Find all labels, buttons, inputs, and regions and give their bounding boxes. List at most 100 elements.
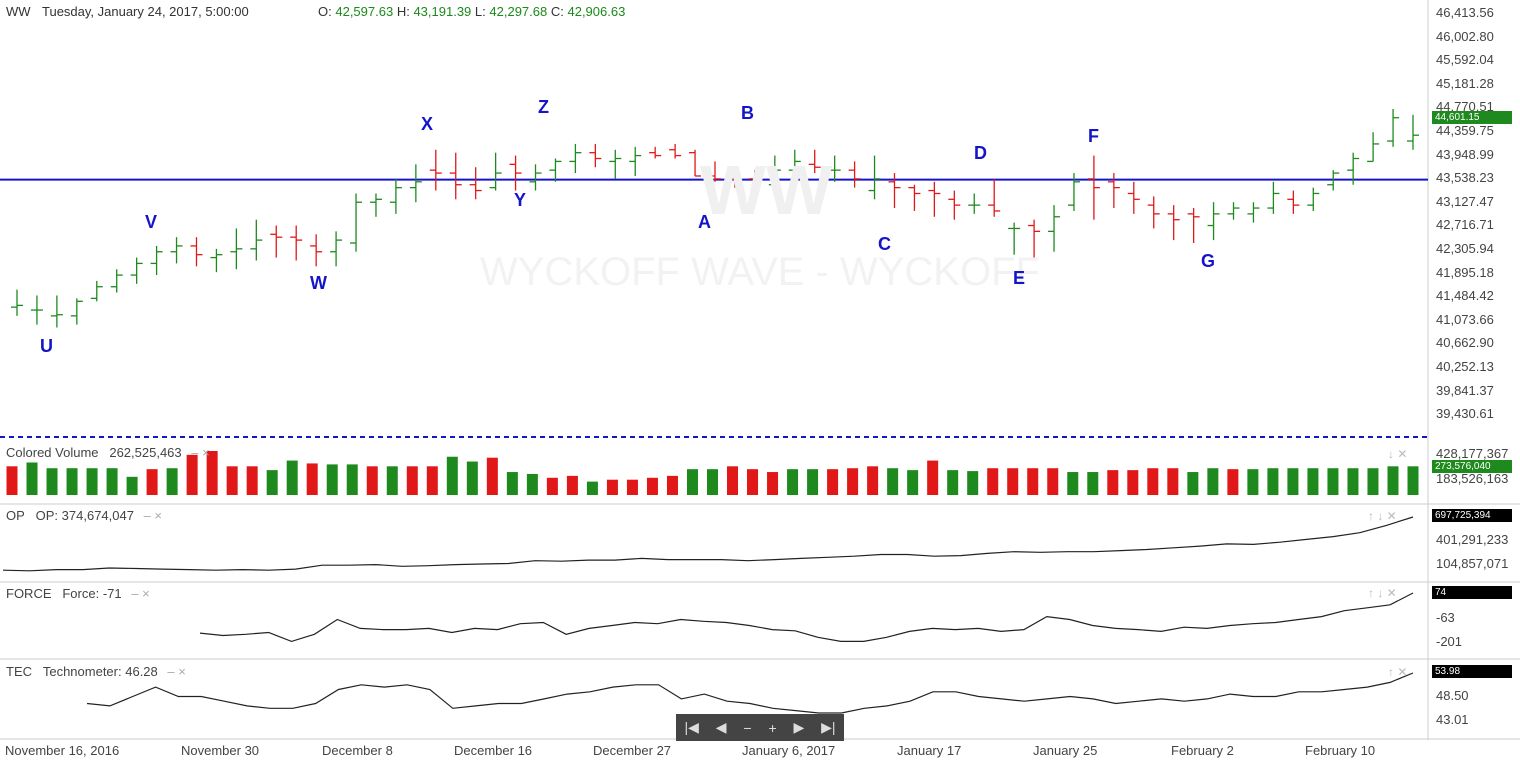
last-price-badge: 44,601.15	[1432, 111, 1512, 124]
volume-bar	[947, 470, 959, 495]
wave-label-u: U	[40, 336, 53, 356]
tec-axis-bottom: 43.01	[1436, 712, 1469, 727]
volume-bar	[987, 468, 999, 495]
watermark-name: WYCKOFF WAVE - WYCKOFF	[480, 250, 1040, 294]
price-axis-label: 40,662.90	[1436, 335, 1494, 351]
volume-bar	[1087, 472, 1099, 495]
date-label: December 16	[454, 743, 533, 758]
volume-bar	[767, 472, 779, 495]
date-label: January 25	[1033, 743, 1098, 758]
price-axis-label: 43,127.47	[1436, 193, 1494, 209]
volume-bar	[1067, 472, 1079, 495]
price-axis-label: 43,948.99	[1436, 146, 1494, 162]
volume-bar	[506, 472, 518, 495]
volume-bar	[386, 466, 398, 495]
volume-bar	[1027, 468, 1039, 495]
prev-page-icon[interactable]: ◀	[715, 719, 727, 735]
volume-bar	[206, 451, 218, 495]
force-pane-icons[interactable]: ↑ ↓ ✕	[1368, 586, 1397, 600]
price-axis-label: 39,841.37	[1436, 382, 1494, 398]
volume-bar	[1227, 469, 1239, 495]
volume-close-icon[interactable]: – ×	[191, 445, 210, 460]
symbol-label: WW	[6, 4, 31, 19]
volume-bar	[346, 464, 358, 495]
volume-bar	[1207, 468, 1219, 495]
volume-bar	[867, 466, 879, 495]
volume-bar	[666, 475, 678, 495]
price-axis-label: 41,484.42	[1436, 288, 1494, 304]
tec-close-icon[interactable]: – ×	[167, 664, 186, 679]
volume-bar	[1267, 468, 1279, 495]
last-page-icon[interactable]: ▶|	[821, 719, 836, 735]
price-axis-label: 44,359.75	[1436, 123, 1494, 138]
volume-bar	[166, 468, 178, 495]
date-label: February 2	[1171, 743, 1234, 758]
volume-bar	[707, 469, 718, 495]
volume-bar	[1327, 468, 1339, 495]
high-value: 43,191.39	[413, 4, 472, 19]
price-axis-label: 41,895.18	[1436, 264, 1494, 280]
volume-pane-title: Colored Volume 262,525,463 – ×	[6, 445, 210, 460]
date-label: January 6, 2017	[742, 743, 836, 758]
volume-bar	[1147, 468, 1159, 495]
wave-label-a: A	[698, 212, 711, 232]
volume-bar	[446, 456, 458, 495]
force-close-icon[interactable]: – ×	[131, 586, 150, 601]
volume-bar	[1107, 470, 1119, 495]
wave-label-b: B	[741, 103, 754, 123]
volume-bar	[1367, 468, 1379, 495]
volume-bar	[266, 470, 278, 495]
date-label: November 16, 2016	[5, 743, 120, 758]
price-axis-label: 45,592.04	[1436, 52, 1494, 68]
volume-bar	[907, 470, 919, 495]
price-axis-label: 43,538.23	[1436, 170, 1494, 186]
volume-bar	[1407, 466, 1419, 495]
volume-bar	[927, 460, 939, 495]
volume-bar	[126, 476, 138, 495]
zoom-in-icon[interactable]: +	[768, 719, 777, 736]
open-value: 42,597.63	[335, 4, 394, 19]
first-page-icon[interactable]: |◀	[684, 719, 699, 735]
volume-bar	[686, 469, 698, 495]
volume-bar	[1307, 468, 1319, 495]
date-label: January 17	[897, 743, 962, 758]
volume-bar	[306, 463, 318, 495]
volume-bar	[646, 477, 658, 495]
volume-pane-icons[interactable]: ↓ ✕	[1388, 447, 1408, 461]
op-pane-icons[interactable]: ↑ ↓ ✕	[1368, 509, 1397, 523]
zoom-out-icon[interactable]: −	[743, 719, 752, 736]
volume-bar	[626, 479, 638, 495]
volume-bar	[406, 466, 418, 495]
price-axis-label: 40,252.13	[1436, 359, 1494, 374]
next-page-icon[interactable]: ▶	[793, 719, 805, 735]
volume-bar	[586, 481, 598, 495]
price-axis-label: 41,073.66	[1436, 311, 1494, 327]
date-label: February 10	[1305, 743, 1376, 758]
force-axis-bottom: -201	[1436, 634, 1463, 649]
op-axis-top: 401,291,233	[1436, 532, 1509, 547]
volume-bar	[827, 469, 839, 495]
op-line	[2, 516, 1414, 572]
close-value: 42,906.63	[567, 4, 626, 19]
chart-navigation-bar: |◀ ◀ − + ▶ ▶|	[676, 714, 844, 741]
volume-bar	[226, 466, 238, 495]
volume-bar	[1247, 469, 1259, 495]
volume-axis-top: 428,177,367	[1436, 446, 1509, 461]
volume-bar	[26, 462, 38, 495]
watermark-symbol: WW	[700, 151, 833, 229]
volume-bar	[1007, 468, 1019, 495]
volume-bar	[106, 468, 118, 495]
volume-bar	[6, 466, 18, 495]
volume-bar	[747, 469, 759, 495]
tec-pane-icons[interactable]: ↑ ✕	[1388, 665, 1408, 679]
low-value: 42,297.68	[489, 4, 548, 19]
volume-bar	[1047, 468, 1059, 495]
force-pane-title: FORCE Force: -71 – ×	[6, 586, 150, 601]
op-close-icon[interactable]: – ×	[143, 508, 163, 523]
wave-label-g: G	[1201, 251, 1216, 271]
volume-bar	[146, 469, 158, 495]
volume-bar	[1167, 468, 1179, 495]
price-axis-label: 42,305.94	[1436, 241, 1494, 256]
tec-pane-title: TEC Technometer: 46.28 – ×	[6, 664, 186, 679]
